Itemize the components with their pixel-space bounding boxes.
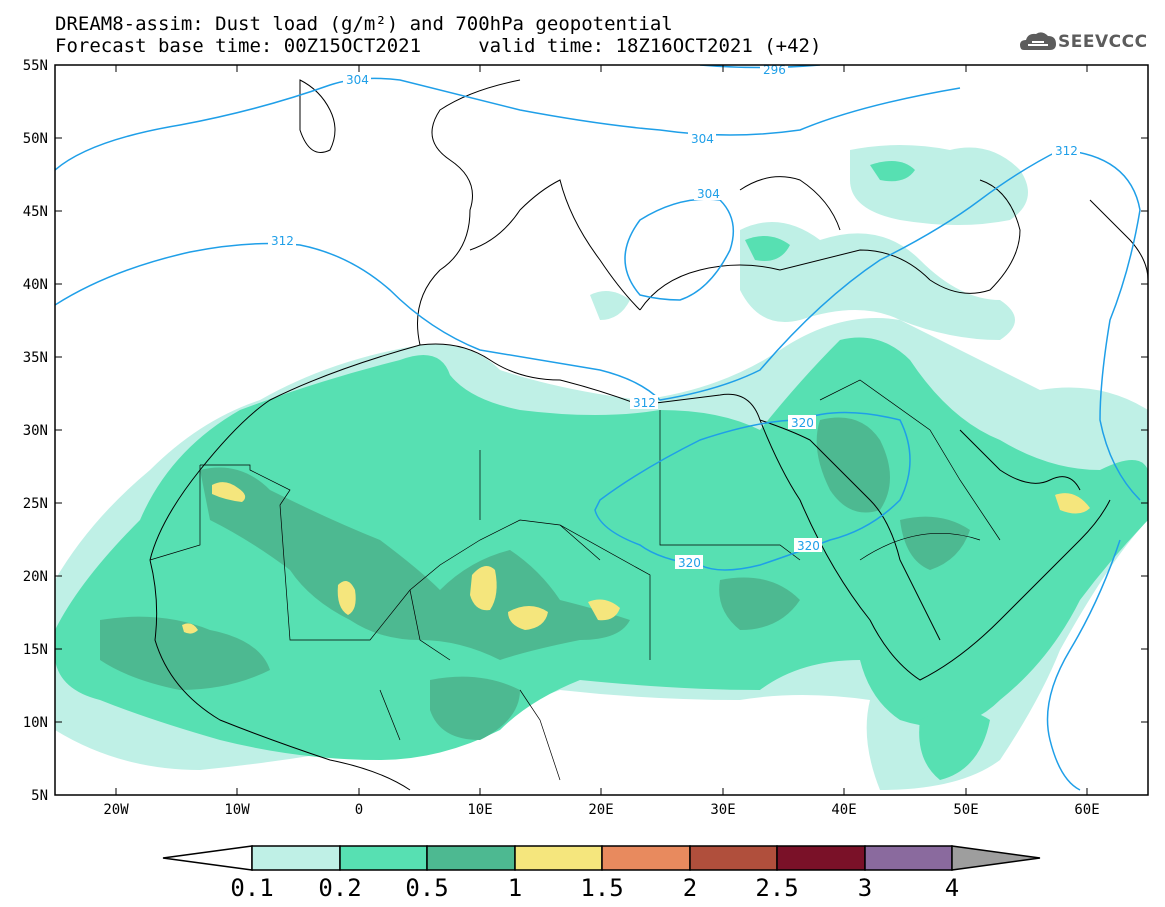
colorbar-label: 0.5 [405,874,448,902]
colorbar-segment [776,845,866,871]
longitude-axis: 20W 10W 0 10E 20E 30E 40E 50E 60E [103,65,1100,818]
lon-label: 50E [953,802,978,818]
dust-region-high [212,482,246,502]
dust-region-light [740,222,1015,340]
contour-label: 296 [763,63,786,77]
contour-label: 320 [797,539,820,553]
dust-region-dark [719,577,800,630]
contour-label: 312 [1055,144,1078,158]
contour-label: 304 [691,132,714,146]
dust-region-high [182,623,198,634]
contour-label: 304 [697,187,720,201]
cloud-logo-icon [1020,32,1056,50]
dust-region-high [1055,493,1090,514]
forecast-times: Forecast base time: 00Z15OCT2021 valid t… [55,35,822,57]
lat-label: 5N [31,788,48,804]
lon-label: 60E [1074,802,1099,818]
colorbar-label: 2 [683,874,697,902]
dust-region-medium [870,161,915,182]
colorbar-segment [339,845,428,871]
colorbar-label: 4 [945,874,959,902]
colorbar-segment [864,845,953,871]
dust-fields: 304 296 304 304 312 312 312 320 320 320 [55,63,1148,791]
contour-label: 312 [271,234,294,248]
colorbar-segment [251,845,341,871]
colorbar-label: 3 [858,874,872,902]
lon-label: 20W [103,802,129,818]
lat-label: 45N [23,204,48,220]
contour-labels: 304 296 304 304 312 312 312 320 320 320 [268,63,1080,570]
dust-region-high [508,606,548,630]
colorbar-label: 1 [508,874,522,902]
logo-text: SEEVCCC [1058,32,1148,52]
colorbar-label: 1.5 [580,874,623,902]
political-borders [149,379,1001,781]
colorbar-label: 0.1 [230,874,273,902]
lat-label: 30N [23,423,48,439]
colorbar-segment [426,845,516,871]
colorbar-label: 2.5 [755,874,798,902]
lat-label: 15N [23,642,48,658]
lat-label: 40N [23,277,48,293]
lon-label: 10W [224,802,250,818]
dust-region-dark [900,516,970,570]
lon-label: 20E [588,802,613,818]
lat-label: 35N [23,350,48,366]
dust-region-high [470,566,497,611]
latitude-axis: 55N 50N 45N 40N 35N 30N 25N 20N 15N 10N … [23,58,1148,804]
colorbar-segment [689,845,778,871]
lat-label: 20N [23,569,48,585]
dust-region-medium [919,710,990,780]
lat-label: 50N [23,131,48,147]
colorbar-segment [514,845,603,871]
dust-region-light [590,291,630,320]
lon-label: 0 [355,802,363,818]
lon-label: 10E [467,802,492,818]
dust-region-dark [816,417,890,513]
dust-region-dark [430,676,520,740]
geopotential-contours [55,65,1141,791]
dust-region-dark [100,616,270,690]
dust-region-medium [745,236,790,261]
lon-label: 40E [831,802,856,818]
contour-label: 320 [678,556,701,570]
colorbar-label: 0.2 [318,874,361,902]
dust-region-high [337,581,356,615]
lat-label: 25N [23,496,48,512]
contour-label: 312 [633,396,656,410]
colorbar-right-arrow [951,845,1041,871]
contour-label: 320 [791,416,814,430]
coastlines [149,79,1148,791]
lon-label: 30E [710,802,735,818]
lat-label: 55N [23,58,48,74]
colorbar-left-arrow [162,845,253,871]
contour-label: 304 [346,73,369,87]
colorbar: 0.1 0.2 0.5 1 1.5 2 2.5 3 4 [162,845,1041,902]
colorbar-segment [601,845,691,871]
map-title: DREAM8-assim: Dust load (g/m²) and 700hP… [55,13,673,35]
lat-label: 10N [23,715,48,731]
dust-region-high [588,599,620,621]
